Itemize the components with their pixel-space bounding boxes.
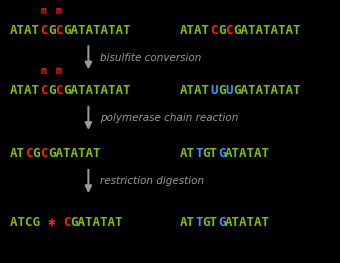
Text: GATATATAT: GATATATAT — [63, 24, 130, 37]
Text: GATATATAT: GATATATAT — [233, 24, 300, 37]
Text: G: G — [48, 24, 55, 37]
Text: GATATATAT: GATATATAT — [233, 84, 300, 97]
Text: C: C — [63, 216, 70, 229]
Text: AT: AT — [10, 147, 25, 160]
Text: ATAT: ATAT — [10, 24, 40, 37]
Text: C: C — [225, 24, 233, 37]
Text: GT: GT — [203, 216, 218, 229]
Text: U: U — [210, 84, 218, 97]
Text: m: m — [56, 6, 62, 16]
Text: AT: AT — [180, 147, 195, 160]
Text: GT: GT — [203, 147, 218, 160]
Text: ATAT: ATAT — [180, 84, 210, 97]
Text: bisulfite conversion: bisulfite conversion — [100, 53, 202, 63]
Text: ATCG: ATCG — [10, 216, 48, 229]
Text: G: G — [48, 84, 55, 97]
Text: G: G — [218, 84, 225, 97]
Text: G: G — [33, 147, 40, 160]
Text: G: G — [218, 24, 225, 37]
Text: G: G — [218, 147, 225, 160]
Text: m: m — [56, 66, 62, 76]
Text: C: C — [25, 147, 33, 160]
Text: ATAT: ATAT — [180, 24, 210, 37]
Text: C: C — [55, 84, 63, 97]
Text: C: C — [40, 24, 48, 37]
Text: T: T — [195, 216, 203, 229]
Text: C: C — [210, 24, 218, 37]
Text: AT: AT — [180, 216, 195, 229]
Text: m: m — [41, 6, 47, 16]
Text: GATATATAT: GATATATAT — [63, 84, 130, 97]
Text: C: C — [55, 24, 63, 37]
Text: ATAT: ATAT — [10, 84, 40, 97]
Text: GATATAT: GATATAT — [70, 216, 123, 229]
Text: C: C — [40, 84, 48, 97]
Text: C: C — [40, 147, 48, 160]
Text: ATATAT: ATATAT — [225, 147, 270, 160]
Text: ✱: ✱ — [48, 216, 63, 229]
Text: m: m — [41, 66, 47, 76]
Text: GATATAT: GATATAT — [48, 147, 100, 160]
Text: U: U — [225, 84, 233, 97]
Text: polymerase chain reaction: polymerase chain reaction — [100, 113, 239, 123]
Text: T: T — [195, 147, 203, 160]
Text: ATATAT: ATATAT — [225, 216, 270, 229]
Text: restriction digestion: restriction digestion — [100, 176, 204, 186]
Text: G: G — [218, 216, 225, 229]
